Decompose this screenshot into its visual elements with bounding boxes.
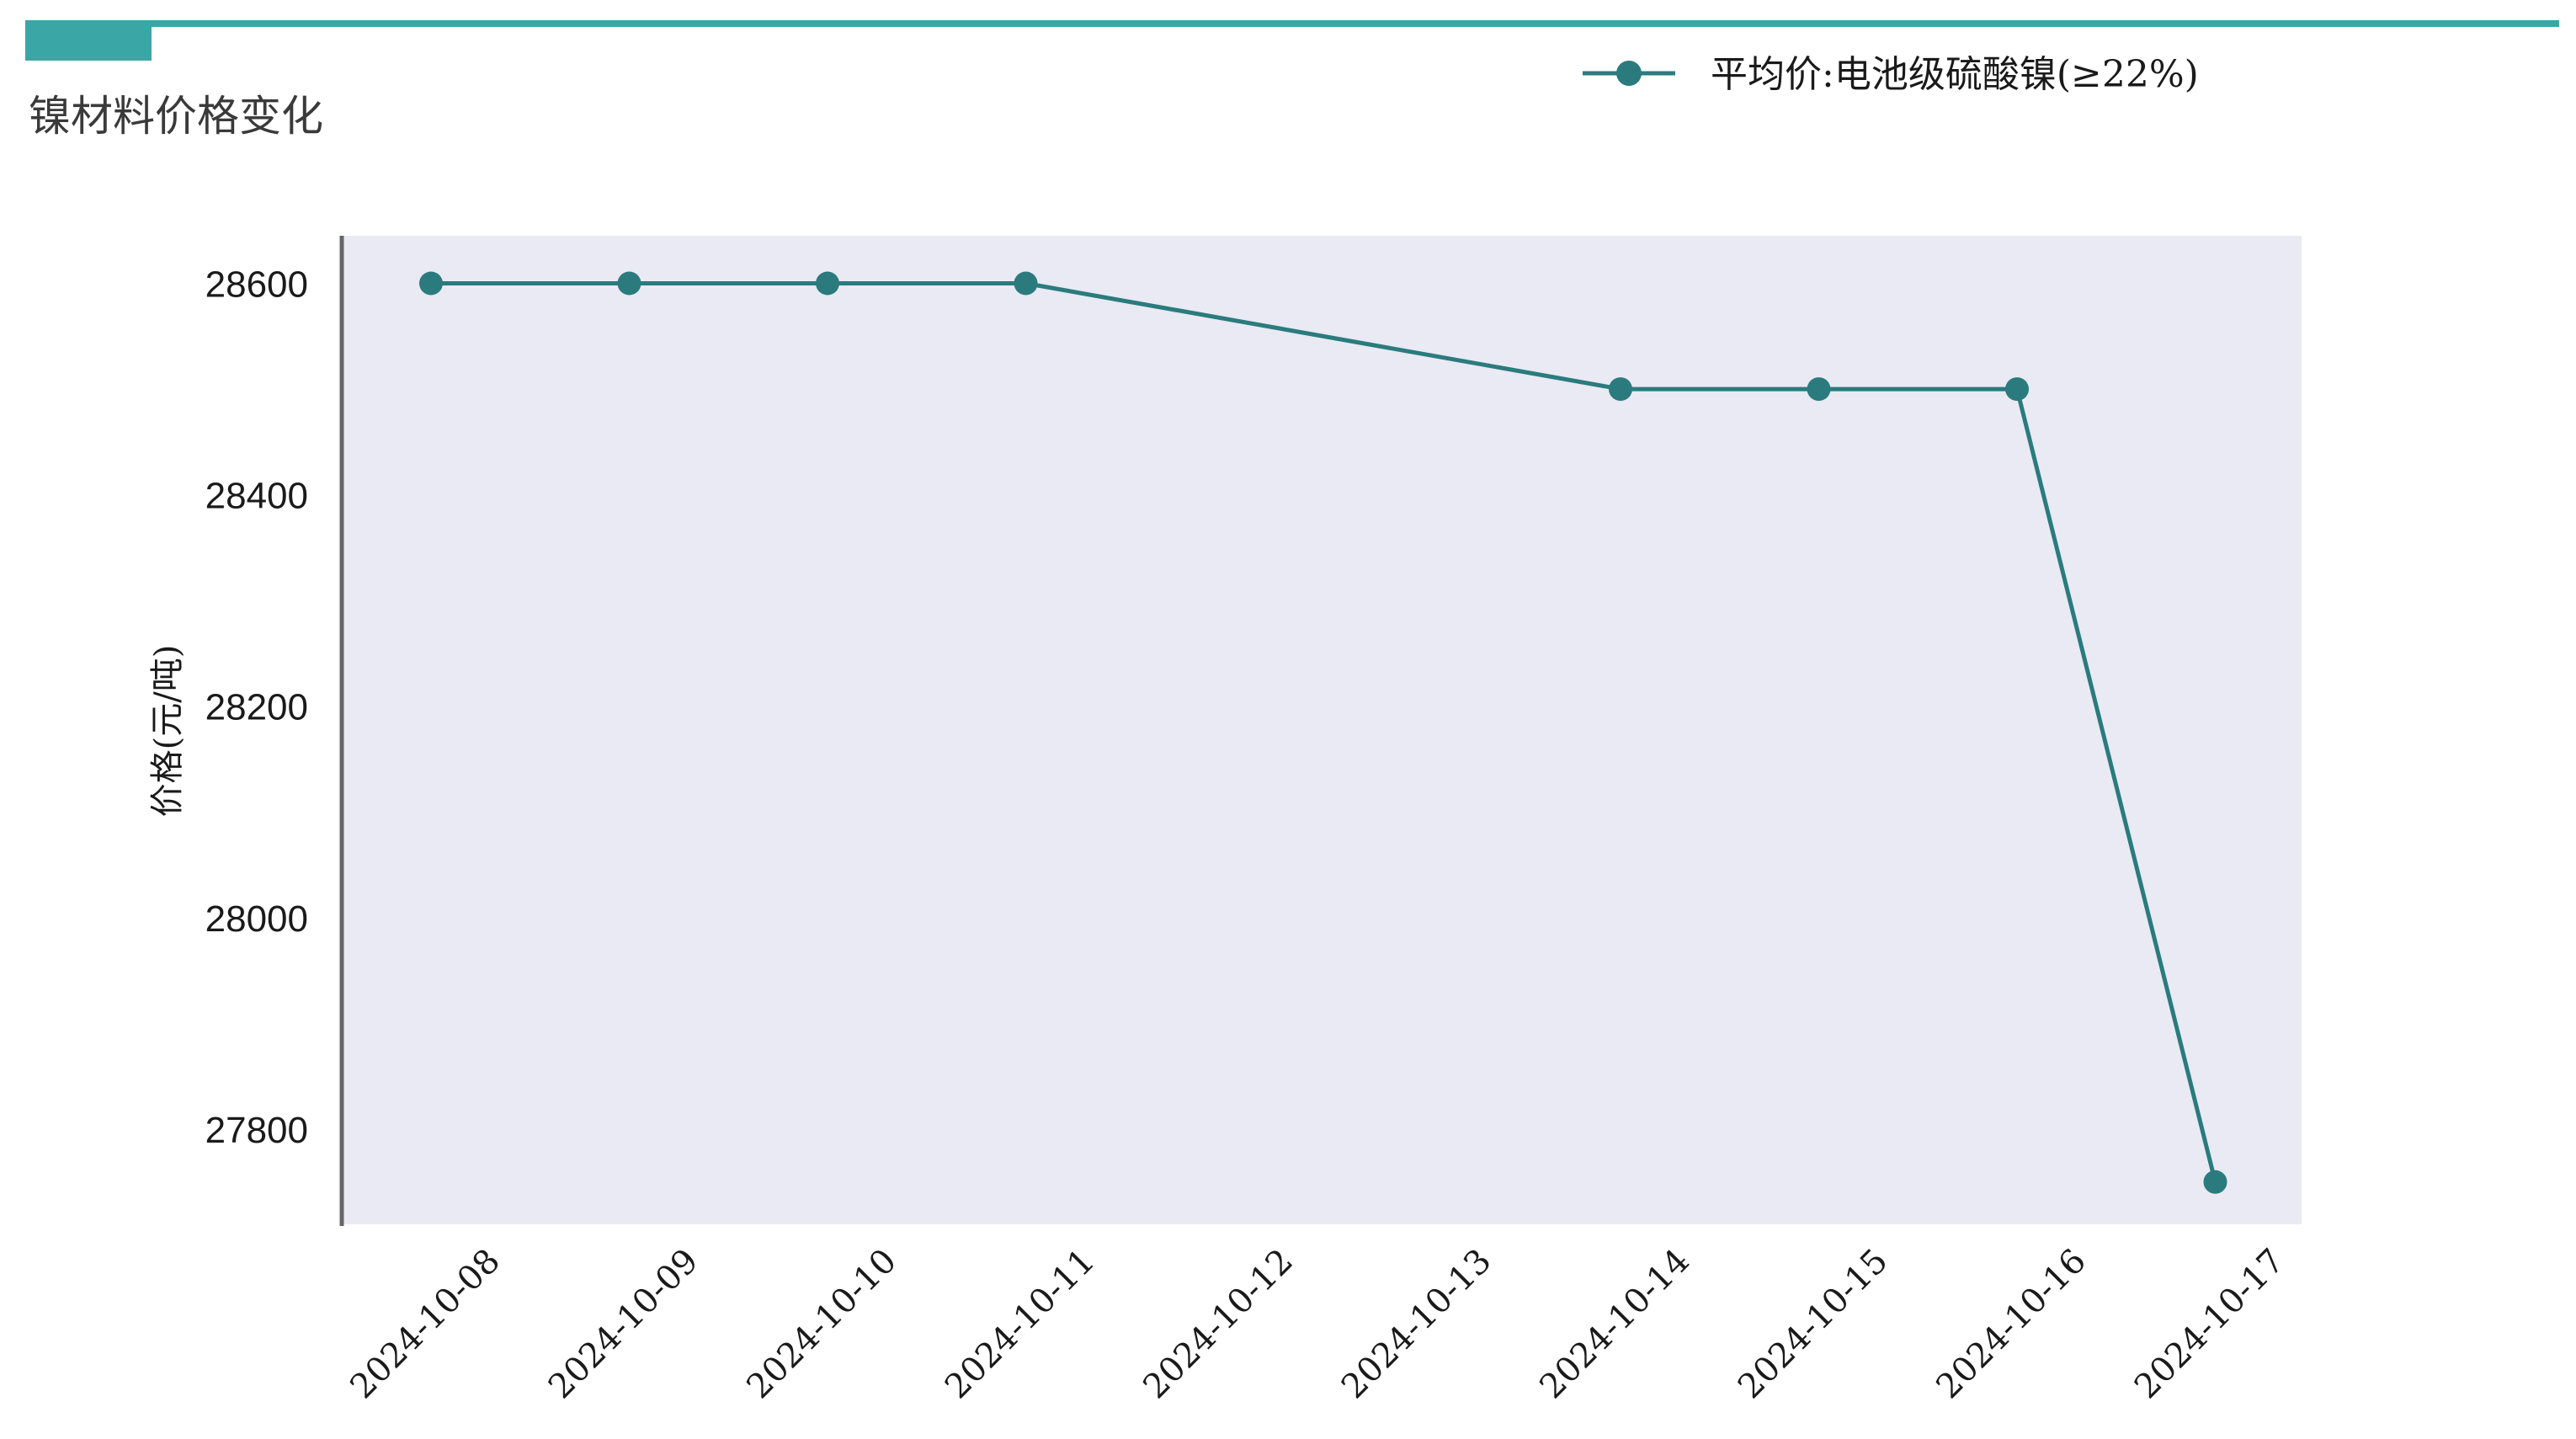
x-tick-label: 2024-10-11 bbox=[938, 1242, 1103, 1407]
plot-area bbox=[342, 236, 2302, 1224]
data-point bbox=[1609, 377, 1632, 402]
legend-marker bbox=[1616, 61, 1642, 86]
series-line bbox=[431, 281, 2217, 1183]
y-tick-label: 28400 bbox=[205, 476, 308, 517]
x-axis-ticks: 2024-10-08 2024-10-09 2024-10-10 2024-10-11… bbox=[343, 1242, 2291, 1407]
x-tick-label: 2024-10-13 bbox=[1334, 1242, 1499, 1407]
legend-label: 平均价:电池级硫酸镍(≥22%) bbox=[1711, 53, 2199, 96]
data-point bbox=[419, 271, 443, 296]
y-axis-label: 价格(元/吨) bbox=[148, 645, 187, 818]
data-point bbox=[1014, 271, 1038, 296]
x-tick-label: 2024-10-08 bbox=[343, 1242, 508, 1407]
y-axis-ticks: 27800 28000 28200 28400 28600 bbox=[205, 264, 308, 1151]
data-point bbox=[2005, 377, 2029, 402]
y-tick-label: 28600 bbox=[205, 264, 308, 306]
y-tick-label: 28000 bbox=[205, 898, 308, 940]
x-tick-label: 2024-10-12 bbox=[1136, 1242, 1301, 1407]
y-tick-label: 27800 bbox=[205, 1110, 308, 1151]
data-point bbox=[1807, 377, 1831, 402]
header-accent-block bbox=[25, 24, 152, 61]
x-tick-label: 2024-10-10 bbox=[739, 1242, 904, 1407]
x-tick-label: 2024-10-16 bbox=[1929, 1242, 2094, 1407]
chart-title: 镍材料价格变化 bbox=[29, 92, 323, 141]
data-point bbox=[2203, 1170, 2227, 1194]
x-tick-label: 2024-10-09 bbox=[541, 1242, 706, 1407]
x-tick-label: 2024-10-15 bbox=[1731, 1242, 1896, 1407]
x-tick-label: 2024-10-14 bbox=[1532, 1242, 1697, 1407]
header-rule bbox=[25, 20, 2559, 27]
series-layer bbox=[419, 271, 2227, 1194]
x-tick-label: 2024-10-17 bbox=[2127, 1242, 2292, 1407]
data-point bbox=[617, 271, 641, 296]
data-point bbox=[816, 271, 839, 296]
legend: 平均价:电池级硫酸镍(≥22%) bbox=[1583, 53, 2199, 96]
y-tick-label: 28200 bbox=[205, 687, 308, 728]
